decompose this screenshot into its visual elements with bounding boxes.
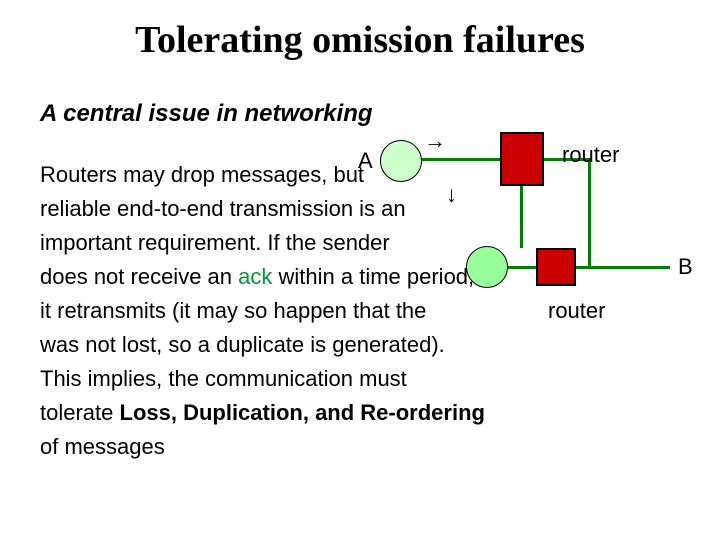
line-4a: does not receive an <box>40 264 238 289</box>
line-3: important requirement. If the sender <box>40 230 390 255</box>
arrow-right-icon: → <box>424 130 446 152</box>
page-title: Tolerating omission failures <box>0 18 720 62</box>
edge-bot-right <box>576 266 670 269</box>
line-8-bold: Loss, Duplication, and Re-ordering <box>120 400 485 425</box>
router-top-label: router <box>562 142 619 168</box>
router-top <box>500 132 544 186</box>
line-8a: tolerate <box>40 400 120 425</box>
arrow-down-icon: ↓ <box>446 184 457 206</box>
node-a <box>380 140 422 182</box>
line-9: of messages <box>40 434 165 459</box>
edge-a-router1 <box>422 158 500 161</box>
node-a-label: A <box>358 148 373 174</box>
network-diagram: → ↓ A router router B <box>410 130 710 370</box>
line-2: reliable end-to-end transmission is an <box>40 196 406 221</box>
line-5: it retransmits (it may so happen that th… <box>40 298 426 323</box>
ack-word: ack <box>238 264 272 289</box>
line-7: This implies, the communication must <box>40 366 407 391</box>
subtitle: A central issue in networking <box>40 100 373 128</box>
line-6: was not lost, so a duplicate is generate… <box>40 332 445 357</box>
line-1: Routers may drop messages, but <box>40 162 364 187</box>
router-bottom-label: router <box>548 298 605 324</box>
router-bottom <box>536 248 576 286</box>
edge-router1-down <box>520 186 523 248</box>
node-b-label: B <box>678 254 693 280</box>
node-intermediate <box>466 246 508 288</box>
edge-right-down <box>588 160 591 268</box>
